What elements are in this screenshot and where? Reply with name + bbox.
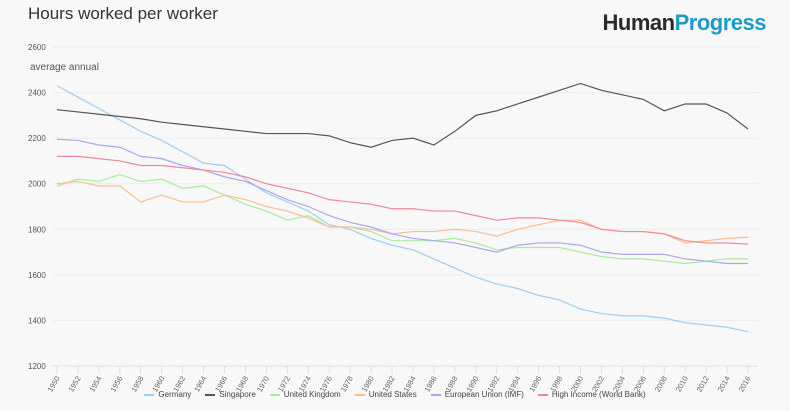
legend-item[interactable]: United Kingdom: [269, 390, 341, 399]
y-axis-label: average annual: [30, 62, 99, 73]
logo-progress: Progress: [674, 10, 767, 35]
legend-label: United States: [368, 390, 417, 399]
series-line-singapore[interactable]: [56, 82, 749, 148]
y-tick-label: 1600: [28, 271, 46, 280]
y-tick-label: 1200: [28, 362, 46, 371]
y-tick-label: 1400: [28, 316, 46, 325]
legend-label: Germany: [158, 390, 192, 399]
y-tick-label: 1800: [28, 225, 46, 234]
legend-swatch: [269, 393, 280, 396]
y-tick-label: 2400: [28, 89, 46, 98]
legend-label: European Union (IMF): [444, 390, 524, 399]
legend-item[interactable]: High Income (World Bank): [537, 390, 646, 399]
legend-swatch: [144, 393, 155, 396]
legend-item[interactable]: Singapore: [205, 390, 256, 399]
legend-swatch: [430, 393, 441, 396]
series-line-germany[interactable]: [56, 85, 749, 333]
humanprogress-logo[interactable]: HumanProgress: [602, 10, 767, 36]
legend: Germany Singapore United Kingdom United Sta…: [0, 390, 790, 399]
legend-item[interactable]: United States: [354, 390, 417, 399]
series-line-united-kingdom[interactable]: [56, 173, 748, 265]
series-line-high-income-world-bank-[interactable]: [57, 155, 749, 245]
legend-swatch: [537, 393, 548, 396]
y-tick-label: 2600: [28, 43, 46, 52]
legend-label: High Income (World Bank): [551, 390, 646, 399]
chart-title: Hours worked per worker: [28, 4, 218, 23]
legend-item[interactable]: European Union (IMF): [430, 390, 524, 399]
series-line-united-states[interactable]: [56, 180, 749, 244]
legend-label: United Kingdom: [283, 390, 341, 399]
y-tick-label: 2200: [28, 134, 46, 143]
y-tick-label: 2000: [28, 180, 46, 189]
legend-item[interactable]: Germany: [144, 390, 191, 399]
logo-human: Human: [602, 10, 676, 35]
series-line-european-union-imf-[interactable]: [56, 138, 748, 265]
legend-swatch: [205, 393, 216, 396]
legend-label: Singapore: [219, 390, 256, 399]
legend-swatch: [354, 393, 365, 396]
